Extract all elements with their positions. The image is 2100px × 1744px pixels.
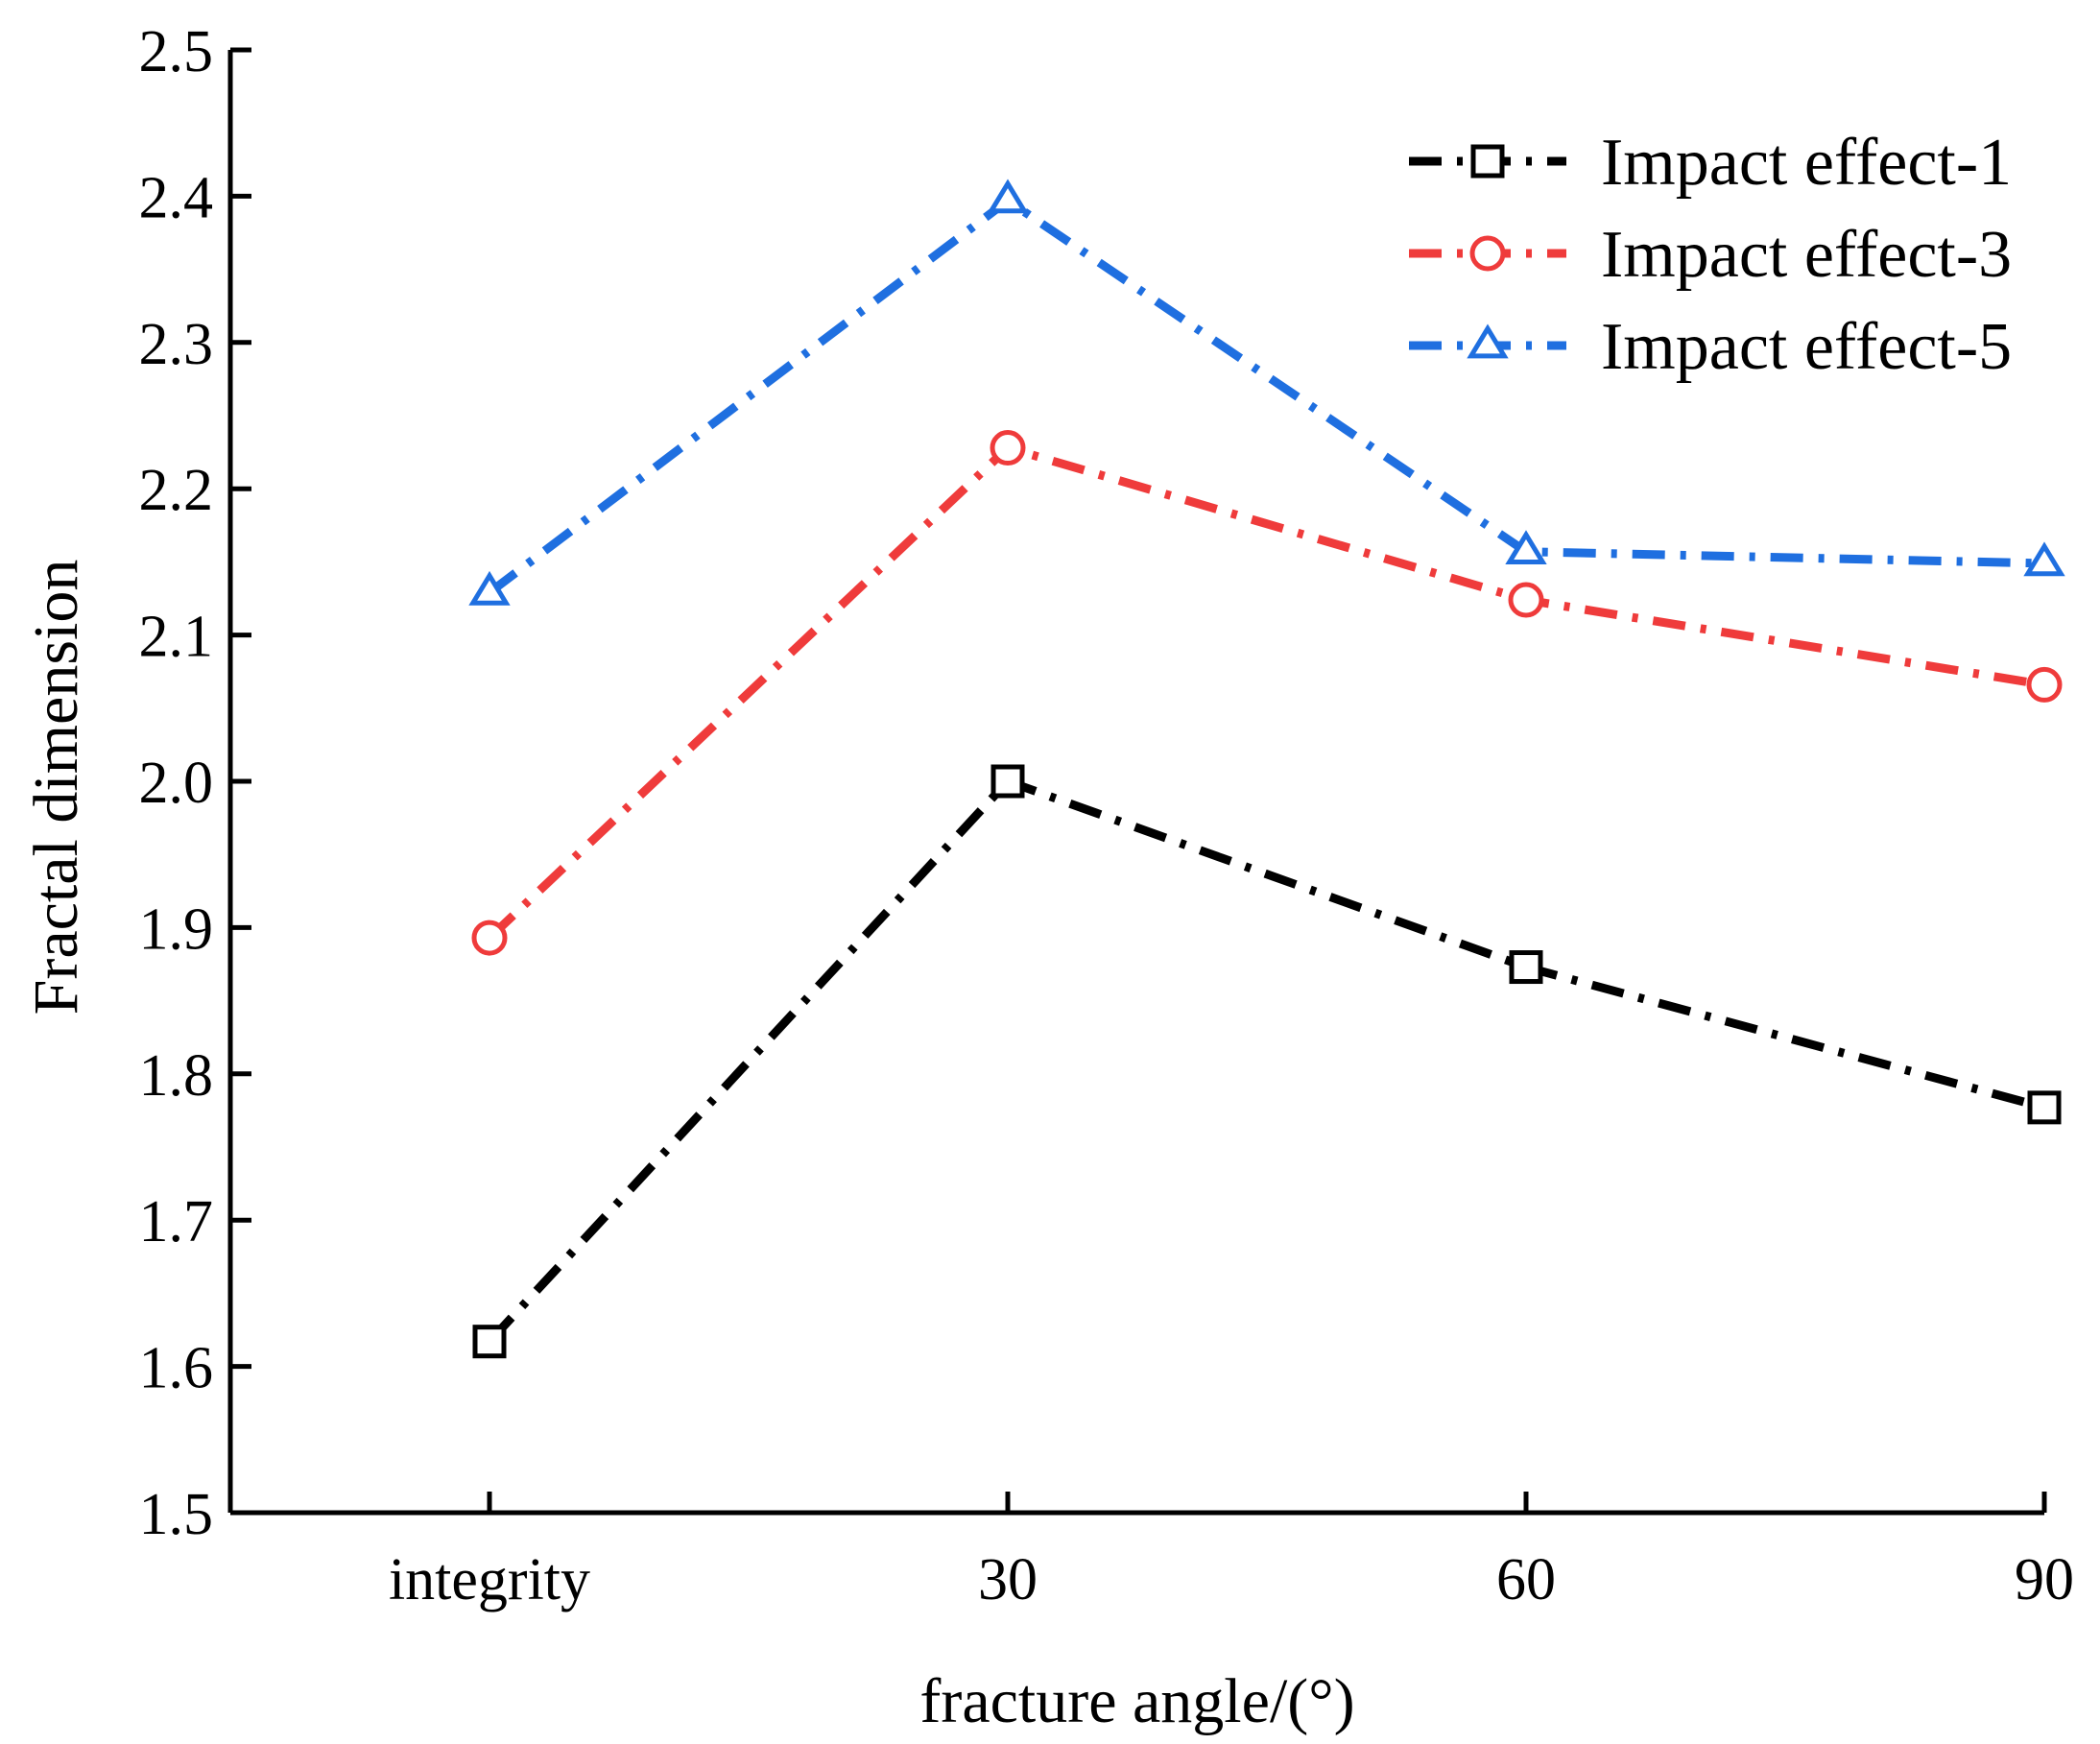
data-point-marker <box>472 1325 507 1359</box>
x-tick-label: 60 <box>1496 1547 1556 1613</box>
legend-swatch-marker <box>1469 235 1506 272</box>
legend-swatch-marker <box>1470 144 1505 179</box>
y-tick-label: 2.3 <box>139 312 214 377</box>
x-tick-label: 30 <box>978 1547 1038 1613</box>
y-tick-label: 2.4 <box>139 165 214 230</box>
y-tick-label: 2.2 <box>139 458 214 523</box>
y-tick-label: 1.5 <box>139 1482 214 1547</box>
legend-item: Impact effect-1 <box>1409 126 2012 200</box>
series-line <box>486 443 2045 942</box>
legend-item: Impact effect-3 <box>1409 218 2012 292</box>
data-point-marker <box>471 920 508 956</box>
data-point-marker <box>987 179 1029 214</box>
series-1 <box>472 764 2062 1359</box>
y-tick-label: 2.0 <box>139 751 214 816</box>
series-2 <box>471 430 2063 956</box>
legend-label: Impact effect-1 <box>1601 126 2012 200</box>
data-point-marker <box>2023 541 2065 577</box>
x-tick-label: integrity <box>389 1547 590 1613</box>
legend-label: Impact effect-5 <box>1601 310 2012 384</box>
data-point-marker <box>2026 666 2063 703</box>
x-tick-label: 90 <box>2015 1547 2074 1613</box>
legend: Impact effect-1 Impact effect-3 Impact eff… <box>1409 126 2012 384</box>
x-axis-title: fracture angle/(°) <box>919 1666 1354 1736</box>
data-point-marker <box>1509 950 1543 985</box>
data-point-marker <box>2027 1090 2062 1125</box>
series-line <box>487 196 2045 596</box>
legend-item: Impact effect-5 <box>1409 310 2012 384</box>
data-point-marker <box>1505 530 1547 565</box>
data-point-marker <box>990 430 1026 466</box>
series-line <box>486 776 2046 1345</box>
y-tick-label: 1.6 <box>139 1336 214 1401</box>
legend-swatch-marker <box>1467 323 1509 359</box>
legend-label: Impact effect-3 <box>1601 218 2012 292</box>
data-point-marker <box>468 570 511 606</box>
data-point-marker <box>1508 582 1544 618</box>
series-layer <box>468 179 2065 1359</box>
y-tick-label: 2.1 <box>139 605 214 670</box>
axes: 1.5 1.6 1.7 1.8 1.9 2.0 2.1 2.2 2.3 2.4 2.5 integri… <box>139 19 2075 1613</box>
y-tick-label: 1.7 <box>139 1189 214 1254</box>
y-tick-label: 1.9 <box>139 896 214 962</box>
data-point-marker <box>990 764 1025 799</box>
y-tick-label: 1.8 <box>139 1043 214 1109</box>
y-tick-label: 2.5 <box>139 19 214 84</box>
y-axis-title: Fractal dimension <box>21 560 91 1015</box>
series-3 <box>468 179 2065 606</box>
